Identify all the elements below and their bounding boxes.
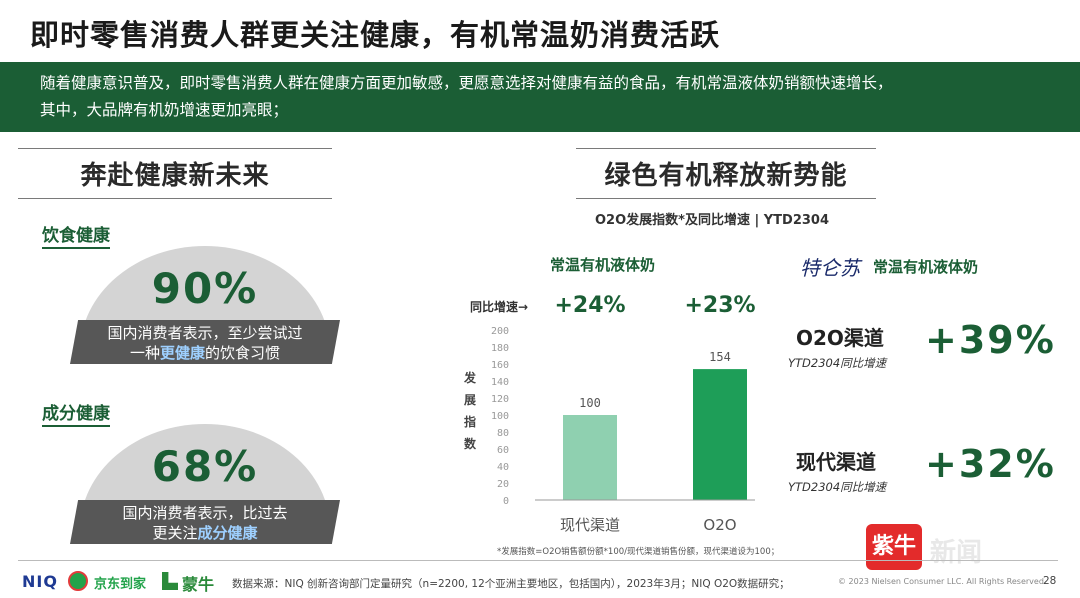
ingredient-health-percent: 68% — [151, 442, 259, 491]
logo-brand-label: 常温有机液体奶 — [873, 258, 979, 276]
y-axis-label-char: 展 — [464, 393, 476, 407]
ingredient-health-caption: 国内消费者表示，比过去 更关注成分健康 — [70, 500, 340, 544]
o2o-index-bar-chart: 发展指数 0 20 40 60 80 100 120 140 160 180 200 100 现代渠道… — [463, 293, 756, 534]
bar-o2o — [693, 369, 747, 500]
y-tick-label: 100 — [491, 411, 509, 422]
o2o-channel-label: O2O渠道 — [796, 326, 884, 350]
copyright: © 2023 Nielsen Consumer LLC. All Rights … — [838, 577, 1047, 586]
footer: NIQ 京东到家 蒙牛 数据来源：NIQ 创新咨询部门定量研究（n=2200, … — [0, 568, 1080, 596]
x-category-label: O2O — [703, 516, 736, 534]
niq-logo: NIQ — [22, 572, 58, 591]
diet-health-caption: 国内消费者表示，至少尝试过 一种更健康的饮食习惯 — [70, 320, 340, 364]
x-category-label: 现代渠道 — [560, 516, 620, 534]
summary-banner: 随着健康意识普及，即时零售消费人群在健康方面更加敏感，更愿意选择对健康有益的食品… — [0, 62, 1080, 132]
banner-line-1: 随着健康意识普及，即时零售消费人群在健康方面更加敏感，更愿意选择对健康有益的食品… — [40, 74, 893, 92]
mengniu-logo: 蒙牛 — [182, 575, 215, 594]
y-axis-ticks: 0 20 40 60 80 100 120 140 160 180 200 — [491, 326, 509, 507]
y-axis-label-char: 发 — [463, 370, 477, 385]
y-tick-label: 160 — [491, 360, 509, 371]
y-tick-label: 200 — [491, 326, 509, 337]
y-tick-label: 180 — [491, 343, 509, 354]
jd-daojia-icon — [68, 571, 88, 591]
mengniu-icon — [162, 572, 178, 590]
right-heading-rule-top — [576, 148, 876, 149]
chart-footnote: *发展指数=O2O销售额份额*100/现代渠道销售份额，现代渠道设为100； — [497, 547, 780, 557]
banner-line-2: 其中，大品牌有机奶增速更加亮眼； — [40, 101, 289, 119]
chart-caption: O2O发展指数*及同比增速 | YTD2304 — [595, 213, 830, 228]
y-tick-label: 120 — [491, 394, 509, 405]
y-tick-label: 60 — [497, 445, 509, 456]
jd-daojia-logo: 京东到家 — [94, 577, 147, 592]
growth-label: +23% — [684, 293, 755, 318]
y-tick-label: 40 — [497, 462, 509, 473]
modern-channel-label: 现代渠道 — [796, 450, 876, 474]
y-tick-label: 0 — [503, 496, 509, 507]
diet-health-percent: 90% — [151, 264, 259, 313]
chart-brand-label: 常温有机液体奶 — [550, 256, 656, 274]
modern-channel-note: YTD2304同比增速 — [788, 480, 887, 494]
bar-value-label: 154 — [709, 350, 731, 364]
left-section-heading: 奔赴健康新未来 — [80, 161, 270, 191]
o2o-channel-growth: +39% — [925, 318, 1056, 362]
y-tick-label: 140 — [491, 377, 509, 388]
y-tick-label: 80 — [497, 428, 509, 439]
bar-value-label: 100 — [579, 396, 601, 410]
page-number: 28 — [1043, 575, 1057, 587]
diet-health-label: 饮食健康 — [42, 221, 110, 249]
growth-label: +24% — [554, 293, 625, 318]
footer-divider — [18, 560, 1058, 561]
right-heading-rule-bottom — [576, 198, 876, 199]
modern-channel-growth: +32% — [925, 442, 1056, 486]
zhiniu-badge-icon: 紫牛 — [866, 524, 922, 570]
bar-modern-channel — [563, 415, 617, 500]
o2o-channel-note: YTD2304同比增速 — [788, 356, 887, 370]
ingredient-health-label: 成分健康 — [42, 399, 110, 427]
yoy-growth-label: 同比增速→ — [470, 300, 529, 314]
data-source: 数据来源：NIQ 创新咨询部门定量研究（n=2200, 12个亚洲主要地区，包括… — [232, 578, 790, 590]
page-title: 即时零售消费人群更关注健康，有机常温奶消费活跃 — [30, 18, 721, 52]
telunsu-logo: 特仑苏 — [800, 256, 860, 280]
watermark-text: 新闻 — [930, 538, 983, 568]
y-tick-label: 20 — [497, 479, 509, 490]
bars-group: 100 现代渠道 +24% 154 O2O +23% — [554, 293, 755, 534]
left-heading-rule-top — [18, 148, 332, 149]
y-axis-label-char: 指 — [464, 414, 476, 429]
y-axis-label-char: 数 — [464, 436, 477, 451]
right-section-heading: 绿色有机释放新势能 — [604, 161, 848, 191]
y-axis-label-group: 发展指数 — [463, 370, 477, 451]
left-heading-rule-bottom — [18, 198, 332, 199]
